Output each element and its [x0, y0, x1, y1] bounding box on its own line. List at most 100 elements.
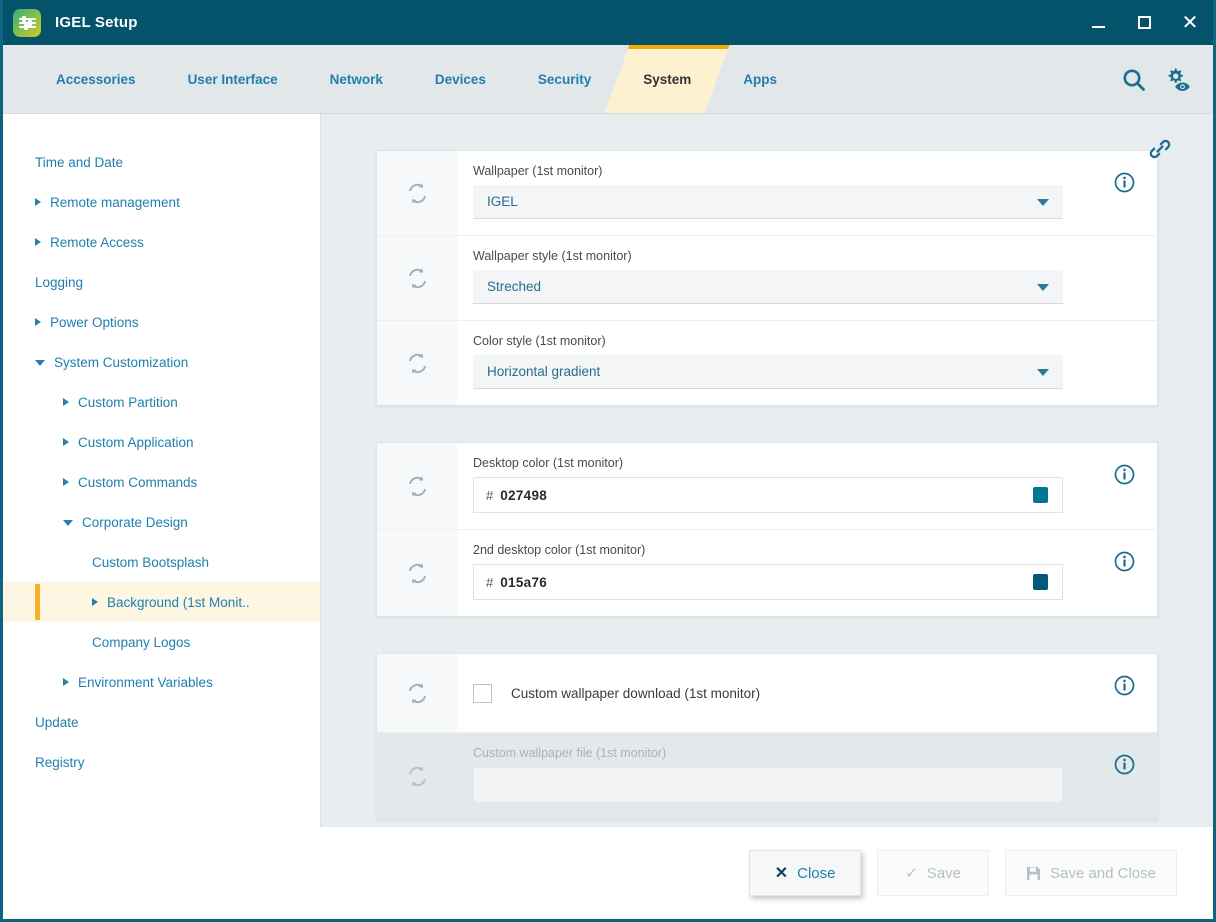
reset-icon[interactable] [377, 321, 457, 405]
reset-icon[interactable] [377, 443, 457, 529]
chevron-right-icon[interactable] [35, 238, 41, 246]
custom-wallpaper-panel: Custom wallpaper download (1st monitor) [376, 653, 1158, 820]
tab-user-interface[interactable]: User Interface [162, 45, 304, 113]
title-bar: IGEL Setup ✕ [3, 0, 1213, 45]
info-icon[interactable] [1114, 754, 1135, 775]
save-and-close-button-label: Save and Close [1050, 864, 1156, 882]
reset-icon[interactable] [377, 236, 457, 320]
row-custom-wallpaper-download: Custom wallpaper download (1st monitor) [377, 654, 1157, 733]
info-icon[interactable] [1114, 551, 1135, 572]
row-wallpaper-style: Wallpaper style (1st monitor) Streched [377, 236, 1157, 321]
tab-accessories[interactable]: Accessories [30, 45, 162, 113]
sidebar-item-label: Registry [35, 754, 85, 770]
field-color-style: Color style (1st monitor) Horizontal gra… [457, 321, 1157, 405]
tab-system[interactable]: System [604, 45, 730, 113]
sidebar-item-time-and-date[interactable]: Time and Date [3, 142, 320, 182]
wallpaper-style-select[interactable]: Streched [473, 270, 1063, 304]
reset-icon [377, 733, 457, 819]
sidebar-item-custom-partition[interactable]: Custom Partition [3, 382, 320, 422]
sidebar-item-system-customization[interactable]: System Customization [3, 342, 320, 382]
sidebar-item-label: Power Options [50, 314, 139, 330]
custom-wallpaper-file-input [473, 767, 1063, 803]
sidebar-item-power-options[interactable]: Power Options [3, 302, 320, 342]
color-value: 027498 [500, 487, 548, 503]
chevron-right-icon[interactable] [63, 478, 69, 486]
row-desktop-color: Desktop color (1st monitor) # 027498 [377, 443, 1157, 530]
sidebar-item-remote-management[interactable]: Remote management [3, 182, 320, 222]
toolbar-icons [1121, 45, 1191, 114]
chevron-down-icon [1037, 368, 1049, 376]
maximize-button[interactable] [1121, 0, 1167, 45]
field-custom-wallpaper-download: Custom wallpaper download (1st monitor) [457, 654, 1157, 732]
field-2nd-desktop-color: 2nd desktop color (1st monitor) # 015a76 [457, 530, 1157, 616]
color-swatch[interactable] [1033, 574, 1048, 590]
info-icon[interactable] [1114, 172, 1135, 193]
gear-eye-icon[interactable] [1163, 66, 1191, 94]
desktop-color-panel: Desktop color (1st monitor) # 027498 [376, 442, 1158, 617]
field-wallpaper: Wallpaper (1st monitor) IGEL [457, 151, 1157, 235]
field-desktop-color: Desktop color (1st monitor) # 027498 [457, 443, 1157, 529]
search-icon[interactable] [1121, 67, 1147, 93]
reset-icon[interactable] [377, 654, 457, 732]
check-icon: ✓ [905, 864, 918, 882]
chevron-down-icon[interactable] [63, 520, 73, 526]
sidebar-item-custom-application[interactable]: Custom Application [3, 422, 320, 462]
window-body: Time and Date Remote management Remote A… [3, 114, 1213, 827]
reset-icon[interactable] [377, 530, 457, 616]
chevron-right-icon[interactable] [35, 318, 41, 326]
field-wallpaper-style: Wallpaper style (1st monitor) Streched [457, 236, 1157, 320]
chevron-right-icon[interactable] [63, 678, 69, 686]
sidebar-item-registry[interactable]: Registry [3, 742, 320, 782]
save-disk-icon [1026, 866, 1041, 881]
window-title: IGEL Setup [55, 14, 138, 31]
sidebar-item-label: Background (1st Monit.. [107, 594, 250, 610]
chevron-right-icon[interactable] [63, 438, 69, 446]
color-style-select[interactable]: Horizontal gradient [473, 355, 1063, 389]
close-window-button[interactable]: ✕ [1181, 11, 1199, 34]
chevron-down-icon[interactable] [35, 360, 45, 366]
tab-devices[interactable]: Devices [409, 45, 512, 113]
select-value: IGEL [487, 194, 518, 209]
chevron-right-icon[interactable] [35, 198, 41, 206]
sidebar-item-label: Custom Application [78, 434, 194, 450]
reset-icon[interactable] [377, 151, 457, 235]
field-label: 2nd desktop color (1st monitor) [473, 543, 646, 557]
sidebar-item-company-logos[interactable]: Company Logos [3, 622, 320, 662]
tab-label: Apps [743, 71, 777, 87]
sidebar-item-environment-variables[interactable]: Environment Variables [3, 662, 320, 702]
link-chain-icon[interactable] [1147, 136, 1173, 162]
info-icon[interactable] [1114, 464, 1135, 485]
custom-wallpaper-download-checkbox[interactable] [473, 683, 492, 703]
second-desktop-color-input[interactable]: # 015a76 [473, 564, 1063, 600]
sidebar-item-label: Time and Date [35, 154, 124, 170]
sidebar-item-custom-bootsplash[interactable]: Custom Bootsplash [3, 542, 320, 582]
chevron-right-icon[interactable] [63, 398, 69, 406]
sidebar-item-corporate-design[interactable]: Corporate Design [3, 502, 320, 542]
settings-content-area: Wallpaper (1st monitor) IGEL [321, 114, 1213, 827]
tab-security[interactable]: Security [512, 45, 617, 113]
info-icon[interactable] [1114, 675, 1135, 696]
main-tab-bar: Accessories User Interface Network Devic… [3, 45, 1213, 114]
minimize-button[interactable] [1075, 0, 1121, 45]
tab-apps[interactable]: Apps [717, 45, 803, 113]
wallpaper-select[interactable]: IGEL [473, 185, 1063, 219]
dialog-footer: ✕ Close ✓ Save Save and Close [3, 827, 1213, 919]
sidebar-item-update[interactable]: Update [3, 702, 320, 742]
settings-sliders-icon [13, 8, 41, 37]
color-swatch[interactable] [1033, 487, 1048, 503]
sidebar-item-logging[interactable]: Logging [3, 262, 320, 302]
field-label: Color style (1st monitor) [473, 334, 606, 348]
tab-network[interactable]: Network [304, 45, 409, 113]
save-and-close-button[interactable]: Save and Close [1005, 850, 1177, 896]
chevron-down-icon [1037, 283, 1049, 291]
sidebar-item-background-1st-monitor[interactable]: Background (1st Monit.. [3, 582, 320, 622]
sidebar-item-custom-commands[interactable]: Custom Commands [3, 462, 320, 502]
row-wallpaper: Wallpaper (1st monitor) IGEL [377, 151, 1157, 236]
save-button-label: Save [926, 864, 961, 882]
close-button[interactable]: ✕ Close [749, 850, 862, 896]
desktop-color-input[interactable]: # 027498 [473, 477, 1063, 513]
sidebar-item-remote-access[interactable]: Remote Access [3, 222, 320, 262]
save-button[interactable]: ✓ Save [877, 850, 990, 896]
tab-label: Accessories [56, 71, 136, 87]
chevron-right-icon[interactable] [92, 598, 98, 606]
